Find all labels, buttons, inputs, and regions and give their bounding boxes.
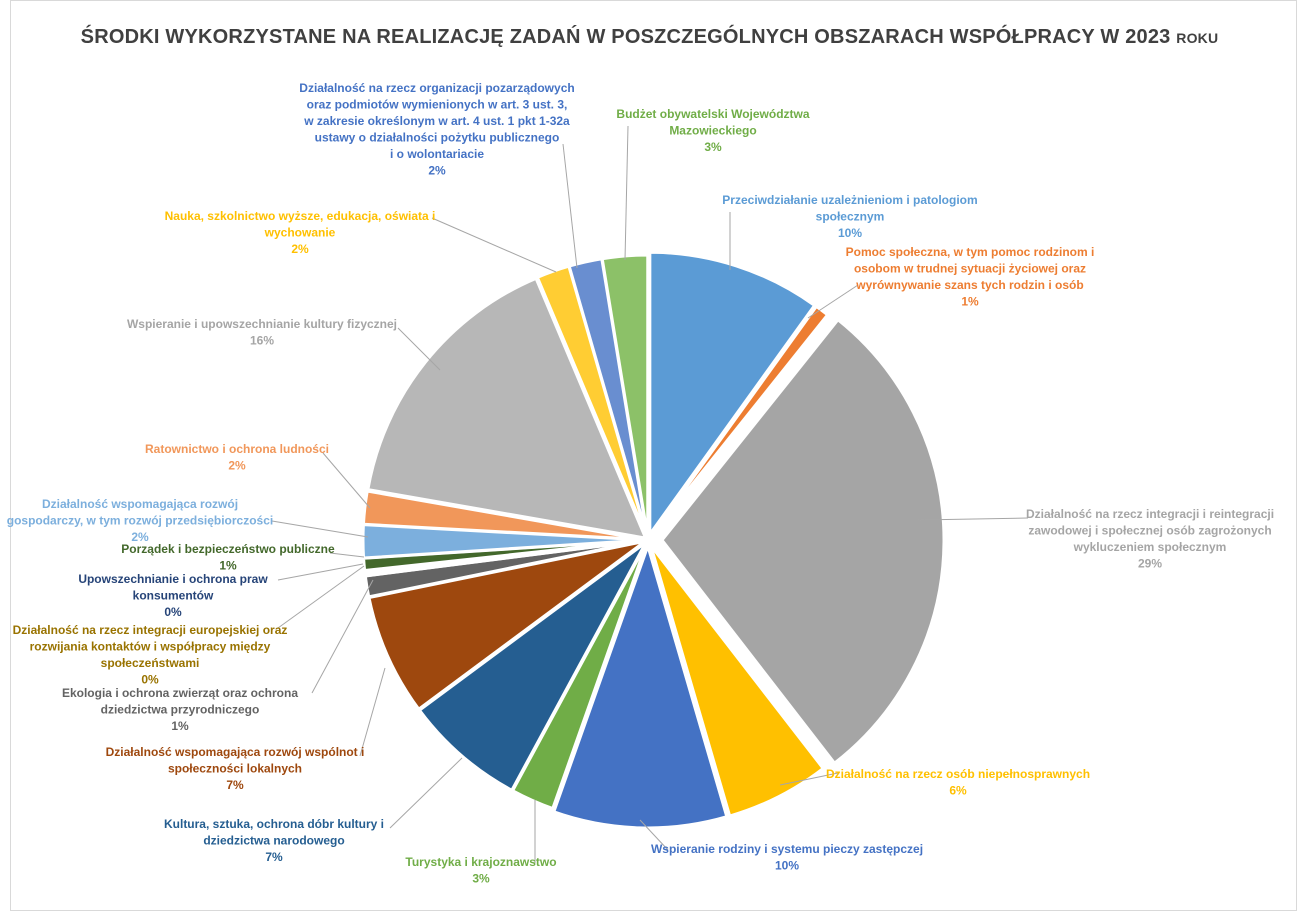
leader-line	[271, 520, 369, 538]
slice-label: Nauka, szkolnictwo wyższe, edukacja, ośw…	[165, 209, 436, 256]
slice-label: Działalność na rzecz integracji europejs…	[13, 623, 288, 687]
pie-slice	[366, 276, 649, 541]
slice-label: Wspieranie rodziny i systemu pieczy zast…	[651, 842, 923, 873]
pie-slice	[361, 489, 646, 542]
slice-label: Działalność na rzecz integracji i reinte…	[1026, 507, 1274, 571]
pie-slice	[551, 541, 729, 830]
pie-slice	[648, 250, 817, 539]
pie-slice	[417, 541, 648, 793]
leader-line	[639, 819, 669, 851]
leader-line	[277, 565, 365, 629]
pie-slice	[367, 539, 647, 712]
leader-line	[624, 125, 629, 261]
leader-line	[397, 327, 441, 371]
leader-line	[311, 579, 374, 694]
leader-line	[562, 143, 578, 269]
slice-label: Działalność na rzecz organizacji pozarzą…	[299, 81, 574, 178]
leader-line	[359, 667, 386, 757]
leader-line	[389, 757, 463, 829]
slice-label: Turystyka i krajoznawstwo 3%	[405, 855, 556, 886]
pie-slice	[649, 544, 826, 818]
chart-title-main: ŚRODKI WYKORZYSTANE NA REALIZACJĘ ZADAŃ …	[80, 26, 1095, 48]
chart-title-tail: ROKU	[1176, 30, 1219, 46]
leader-line	[807, 284, 859, 319]
chart-title-year: W 2023	[1100, 26, 1171, 48]
slice-label: Działalność na rzecz osób niepełnosprawn…	[826, 767, 1090, 798]
slice-label: Przeciwdziałanie uzależnieniom i patolog…	[722, 193, 977, 240]
slice-label: Porządek i bezpieczeństwo publiczne 1%	[121, 542, 335, 573]
leader-line	[329, 552, 365, 558]
leader-line	[322, 452, 371, 509]
leader-line	[917, 517, 1029, 521]
pie-slice	[660, 317, 946, 766]
slice-label: Wspieranie i upowszechnianie kultury fiz…	[127, 317, 397, 348]
slice-label: Budżet obywatelski Województwa Mazowiecki…	[616, 107, 809, 154]
slice-label: Upowszechnianie i ochrona praw konsumentó…	[78, 572, 268, 619]
leader-line	[779, 772, 839, 786]
slice-label: Działalność wspomagająca rozwój wspólnot…	[106, 745, 365, 792]
slice-label: Ratownictwo i ochrona ludności 2%	[145, 442, 329, 473]
chart-title: ŚRODKI WYKORZYSTANE NA REALIZACJĘ ZADAŃ …	[0, 26, 1299, 49]
leader-line	[277, 563, 364, 581]
slice-label: Działalność wspomagająca rozwój gospodarc…	[7, 497, 274, 544]
leader-line	[431, 217, 557, 273]
slice-label: Ekologia i ochrona zwierząt oraz ochrona…	[62, 686, 298, 733]
pie-slice	[650, 304, 830, 537]
